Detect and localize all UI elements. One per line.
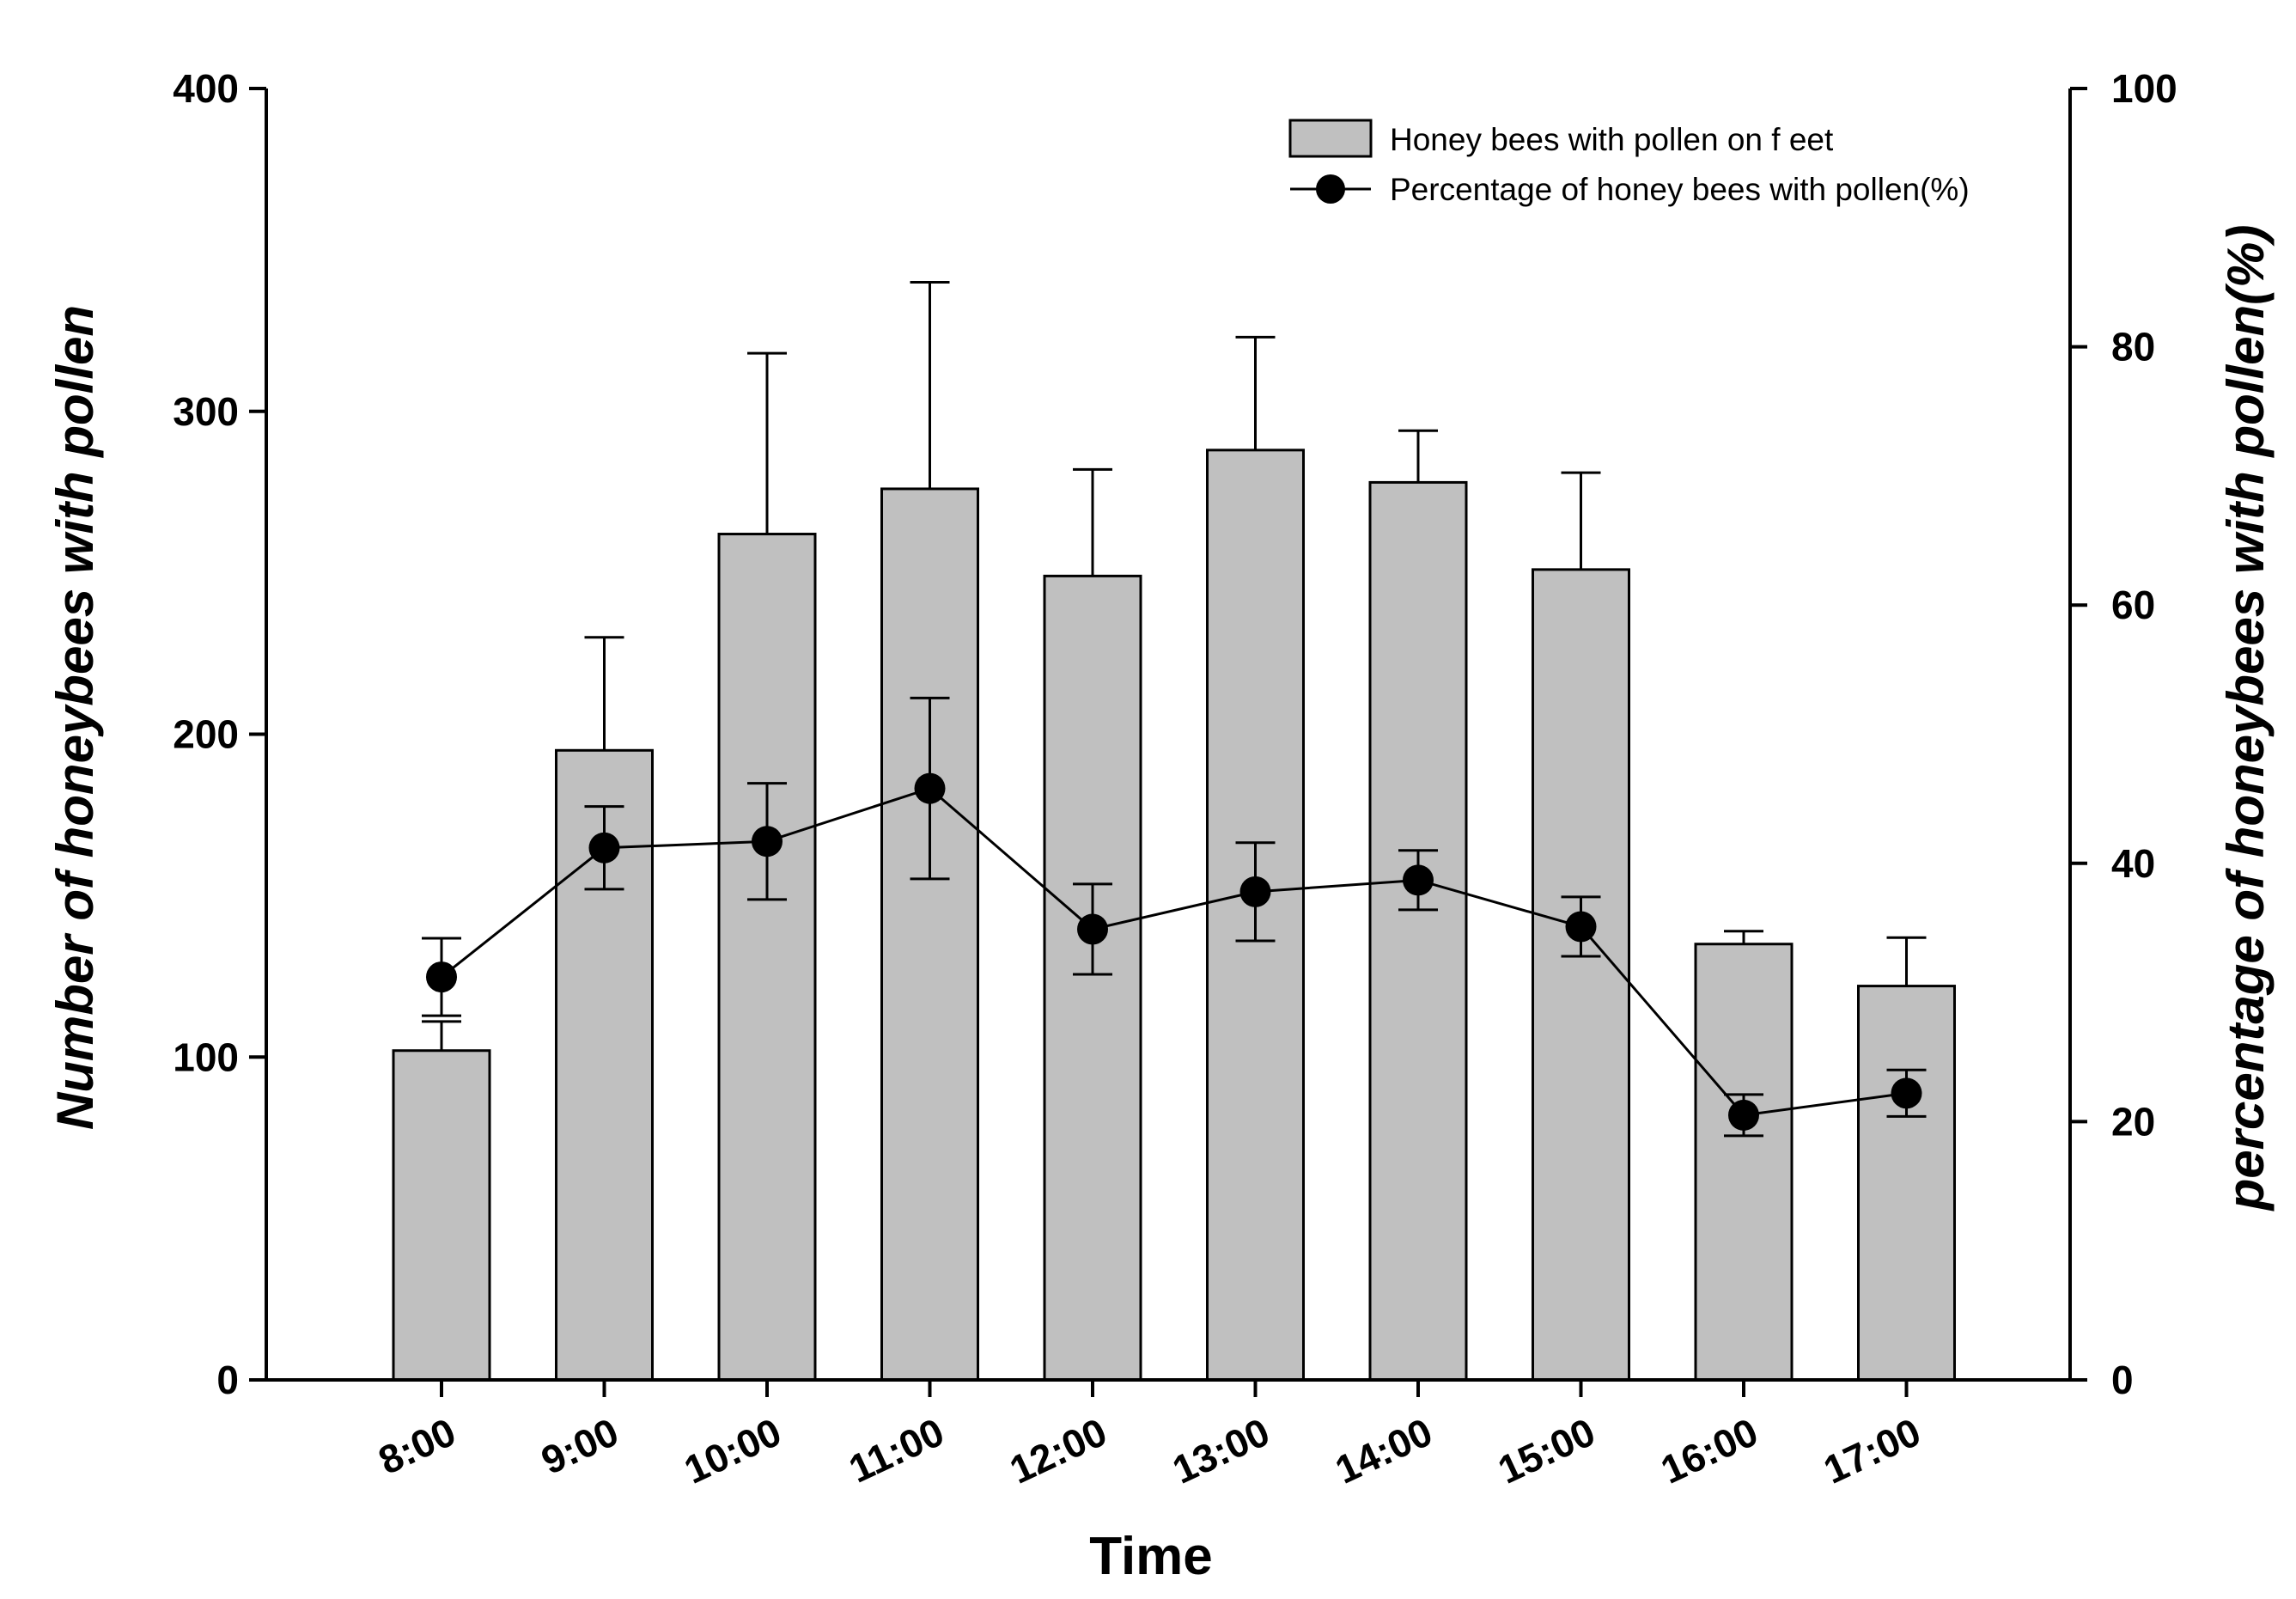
- point-14:00: [1403, 864, 1434, 896]
- point-8:00: [426, 961, 457, 993]
- x-tick-label-13:00: 13:00: [1166, 1409, 1276, 1492]
- x-tick-label-8:00: 8:00: [372, 1409, 462, 1483]
- point-10:00: [752, 826, 783, 857]
- x-tick-label-12:00: 12:00: [1003, 1409, 1114, 1492]
- y-left-tick-label-300: 300: [173, 389, 239, 434]
- y-axis-right-title: percentage of honeybees with pollen(%): [2217, 225, 2275, 1212]
- x-tick-label-14:00: 14:00: [1329, 1409, 1440, 1492]
- line-series-layer: [422, 696, 1927, 1138]
- point-9:00: [588, 832, 620, 864]
- bar-10:00: [717, 533, 817, 1382]
- y-left-tick-label-100: 100: [173, 1034, 239, 1079]
- legend-line-marker: [1316, 174, 1345, 204]
- point-13:00: [1239, 876, 1271, 907]
- bar-error-bars-layer: [422, 280, 1927, 1051]
- x-axis-title: Time: [1089, 1527, 1213, 1586]
- axes-layer: [249, 88, 2087, 1382]
- y-left-tick-label-0: 0: [216, 1358, 239, 1402]
- bar-8:00: [392, 1049, 491, 1382]
- y-right-tick-label-20: 20: [2111, 1099, 2155, 1144]
- bar-15:00: [1532, 568, 1630, 1382]
- legend-line-label: Percentage of honey bees with pollen(%): [1390, 172, 1970, 207]
- x-tick-label-15:00: 15:00: [1491, 1409, 1602, 1492]
- x-tick-label-16:00: 16:00: [1654, 1409, 1765, 1492]
- x-tick-label-11:00: 11:00: [842, 1409, 950, 1492]
- legend-bar-label: Honey bees with pollen on f eet: [1390, 122, 1834, 157]
- y-axis-left-title: Number of honeybees with pollen: [46, 305, 104, 1130]
- bar-11:00: [880, 487, 979, 1382]
- point-15:00: [1565, 911, 1597, 943]
- point-12:00: [1077, 913, 1108, 945]
- point-16:00: [1728, 1099, 1759, 1131]
- legend: Honey bees with pollen on f eet Percenta…: [1288, 119, 1970, 207]
- percentage-line: [441, 786, 1907, 1117]
- bar-17:00: [1857, 985, 1956, 1382]
- y-right-tick-label-100: 100: [2111, 66, 2177, 111]
- legend-bar-swatch: [1288, 119, 1373, 158]
- y-left-tick-label-200: 200: [173, 712, 239, 757]
- x-tick-label-10:00: 10:00: [678, 1409, 789, 1492]
- bars-layer: [392, 449, 1956, 1382]
- y-left-tick-label-400: 400: [173, 66, 239, 111]
- point-11:00: [914, 772, 946, 804]
- y-right-tick-label-60: 60: [2111, 583, 2155, 627]
- x-tick-label-17:00: 17:00: [1817, 1409, 1928, 1492]
- point-17:00: [1891, 1077, 1922, 1109]
- y-right-tick-label-80: 80: [2111, 325, 2155, 369]
- bar-16:00: [1694, 943, 1794, 1382]
- bar-12:00: [1043, 574, 1142, 1382]
- x-tick-label-9:00: 9:00: [534, 1409, 624, 1483]
- bar-14:00: [1368, 480, 1468, 1382]
- y-right-tick-label-40: 40: [2111, 841, 2155, 886]
- y-right-tick-label-0: 0: [2111, 1358, 2134, 1402]
